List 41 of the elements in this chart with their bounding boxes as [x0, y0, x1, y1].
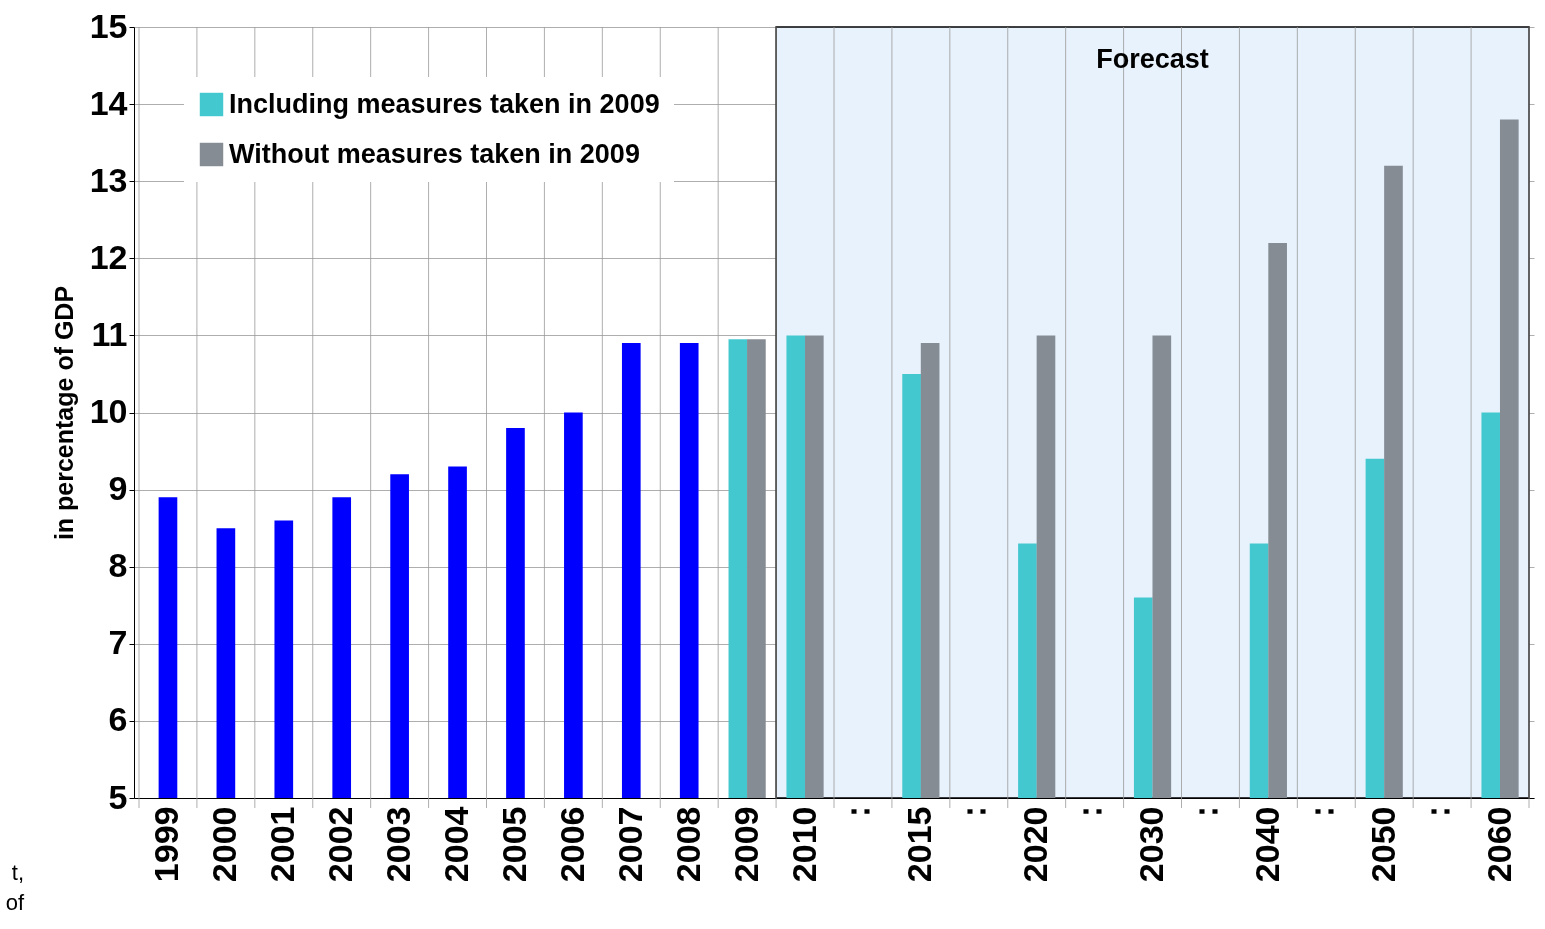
- x-tick-label: 2004: [437, 806, 476, 883]
- text: t,: [11, 860, 24, 885]
- x-tick-label: 1999: [147, 806, 186, 883]
- y-tick-label: 13: [89, 160, 128, 199]
- x-tick-label: ∶: [1189, 806, 1228, 816]
- text: of: [5, 890, 25, 915]
- y-tick-label: 15: [89, 6, 128, 45]
- x-tick-label: 2020: [1016, 806, 1055, 883]
- x-tick-label: ∶: [1074, 806, 1113, 816]
- y-tick-label: 6: [108, 700, 128, 739]
- y-tick-label: 9: [108, 469, 128, 508]
- x-tick-label: 2005: [494, 806, 533, 883]
- x-tick-label: 2060: [1479, 806, 1518, 883]
- x-tick-label: ∶: [1421, 806, 1460, 816]
- x-tick-label: 2002: [321, 806, 360, 883]
- y-tick-label: 10: [89, 392, 128, 430]
- x-tick-label: 2000: [205, 806, 244, 883]
- y-tick-label: 14: [89, 83, 128, 122]
- x-tick-label: 2015: [900, 806, 939, 883]
- y-tick-label: 5: [108, 777, 128, 816]
- y-tick-label: 11: [91, 314, 128, 353]
- x-tick-label: 2007: [610, 806, 649, 883]
- x-tick-label: 2050: [1363, 806, 1402, 883]
- x-tick-label: 2009: [726, 806, 765, 883]
- y-tick-label: 7: [108, 623, 128, 662]
- x-tick-label: ∶: [1305, 806, 1344, 816]
- y-axis-title: in percentage of GDP: [49, 285, 78, 541]
- legend-label: Without measures taken in 2009: [229, 138, 640, 169]
- legend-label: Including measures taken in 2009: [229, 88, 660, 119]
- x-tick-label: ∶: [958, 806, 997, 816]
- x-tick-label: 2008: [668, 806, 707, 883]
- band-label: Forecast: [1096, 44, 1209, 74]
- x-tick-label: 2003: [379, 806, 418, 883]
- y-tick-label: 8: [108, 546, 128, 585]
- x-tick-label: ∶: [842, 806, 881, 816]
- x-tick-label: 2030: [1132, 806, 1171, 883]
- y-tick-label: 12: [89, 237, 128, 276]
- x-tick-label: 2001: [263, 806, 302, 883]
- x-tick-label: 2006: [552, 806, 591, 883]
- x-tick-label: 2040: [1247, 806, 1286, 883]
- x-tick-label: 2010: [784, 806, 823, 883]
